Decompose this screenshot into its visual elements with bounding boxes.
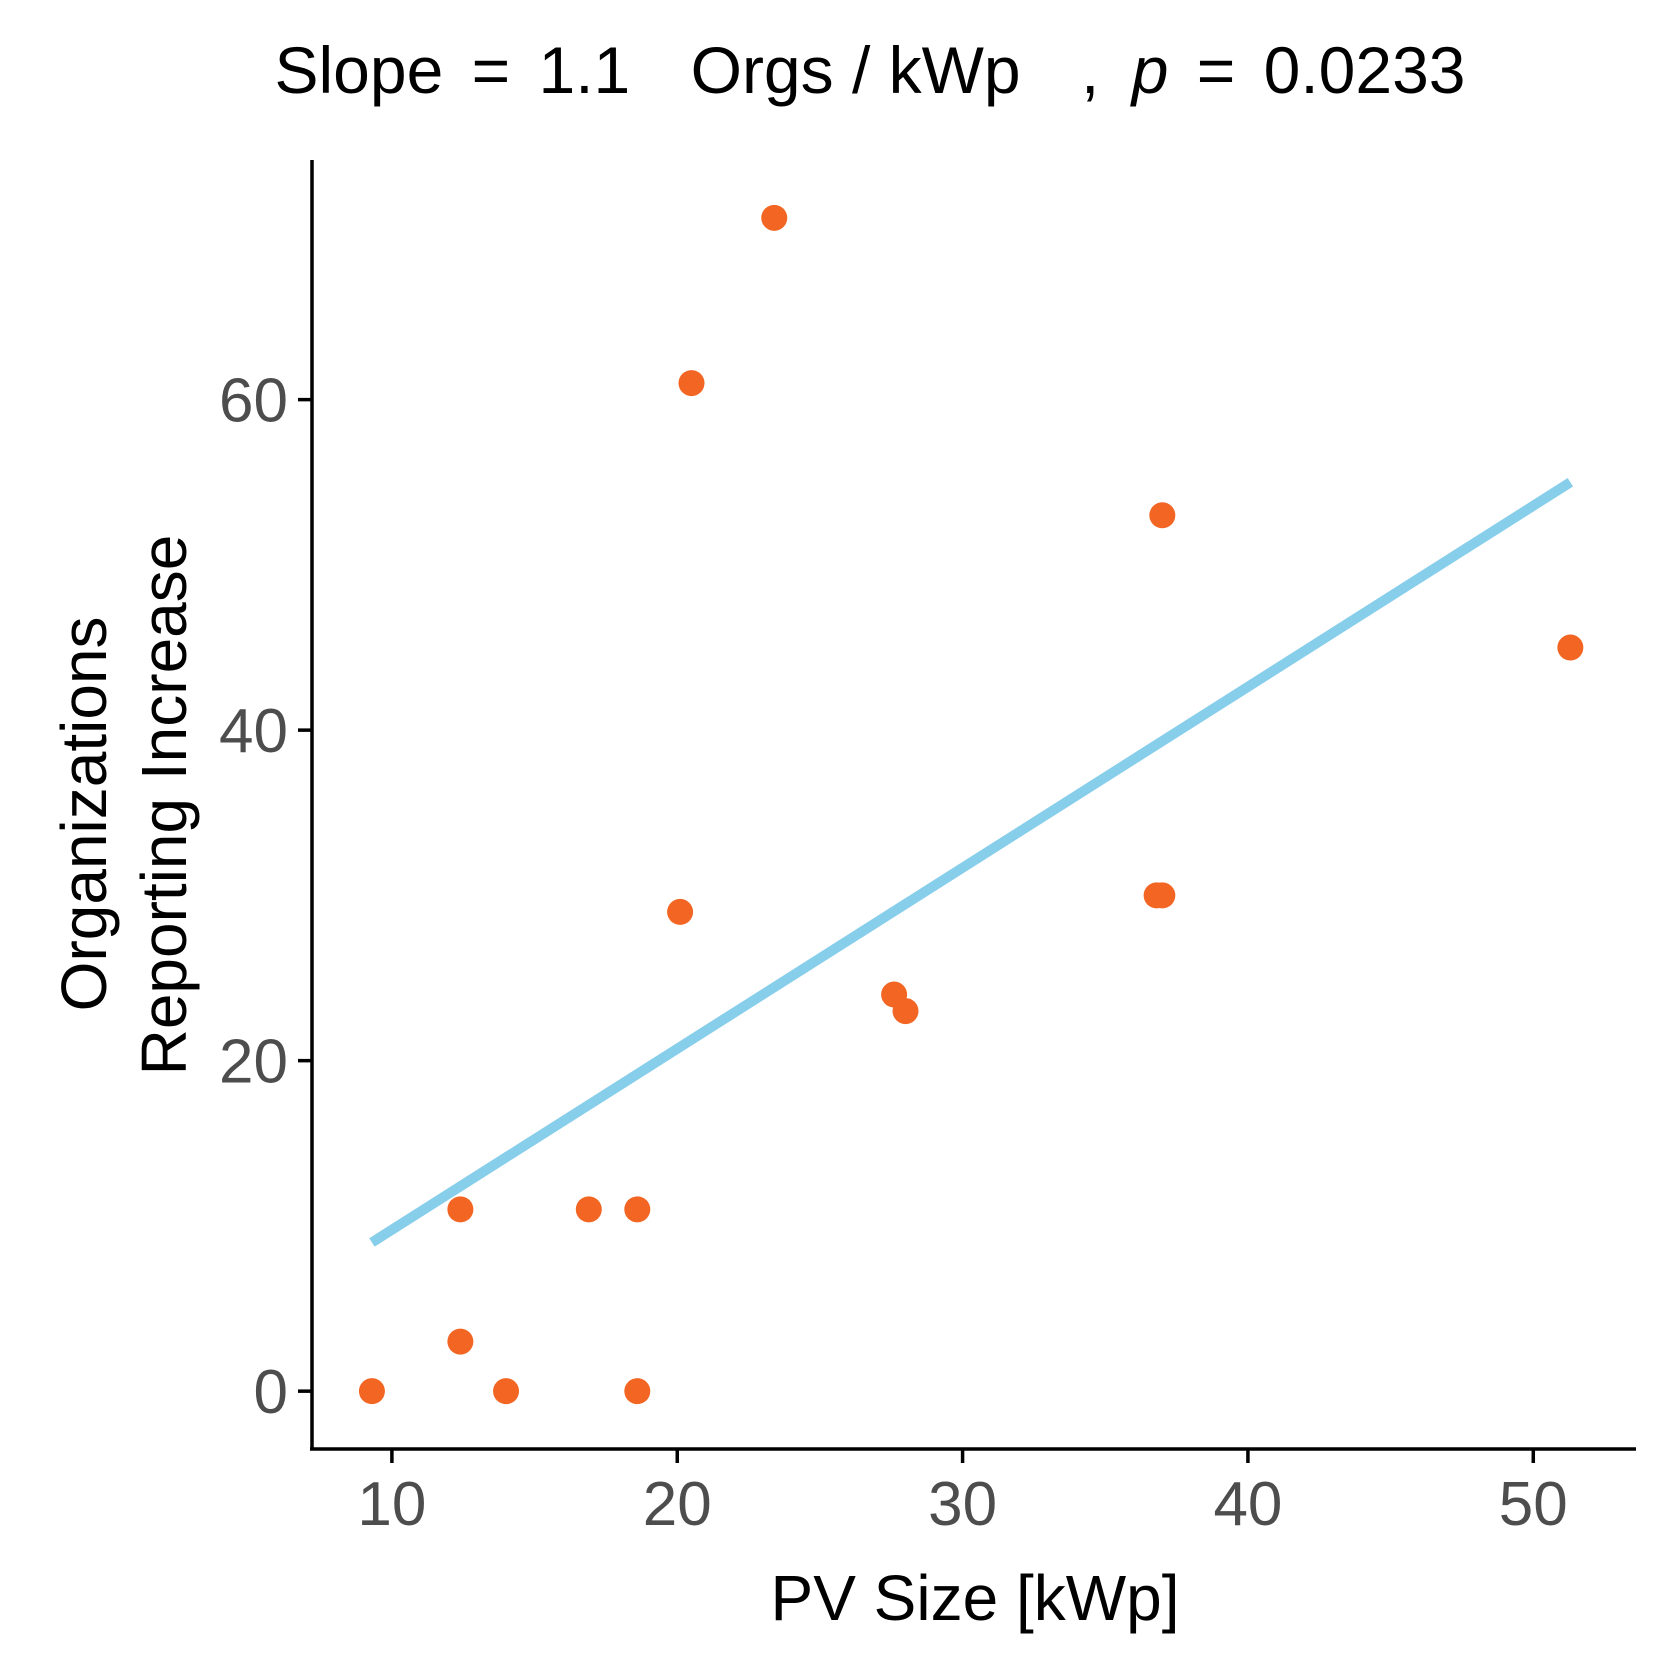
- data-point-15: [1557, 634, 1584, 661]
- data-point-13: [1149, 882, 1176, 909]
- fit-line-layer: [369, 478, 1574, 1247]
- y-axis-title: Organizations Reporting Increase: [48, 535, 200, 1076]
- y-axis-title-line-1: Organizations: [48, 616, 120, 1011]
- y-axis-ticks: 0 20 40 60: [219, 367, 312, 1427]
- data-point-8: [678, 370, 705, 397]
- title-p-label: p: [1130, 33, 1169, 107]
- data-point-0: [358, 1378, 385, 1405]
- data-point-14: [1149, 502, 1176, 529]
- title-equals-1: =: [472, 33, 511, 107]
- data-point-3: [493, 1378, 520, 1405]
- points-layer: [358, 204, 1584, 1405]
- x-tick-label-20: 20: [643, 1470, 712, 1539]
- title-equals-2: =: [1197, 33, 1236, 107]
- title-slope-value: 1.1: [539, 33, 631, 107]
- chart-title: Slope = 1.1 Orgs / kWp , p = 0.0233: [274, 33, 1465, 107]
- data-point-2: [447, 1328, 474, 1355]
- title-slope-unit: Orgs / kWp: [691, 33, 1021, 107]
- y-axis-title-line-2: Reporting Increase: [128, 535, 200, 1076]
- data-point-4: [575, 1196, 602, 1223]
- data-point-11: [892, 998, 919, 1025]
- data-point-9: [761, 204, 788, 231]
- data-point-5: [624, 1196, 651, 1223]
- x-tick-label-50: 50: [1499, 1470, 1568, 1539]
- title-slope-label: Slope: [274, 33, 443, 107]
- data-point-6: [624, 1378, 651, 1405]
- data-point-7: [667, 898, 694, 925]
- y-tick-label-40: 40: [219, 697, 288, 766]
- title-separator: ,: [1081, 33, 1099, 107]
- y-tick-label-60: 60: [219, 367, 288, 436]
- x-axis-ticks: 10 20 30 40 50: [357, 1449, 1568, 1539]
- data-point-1: [447, 1196, 474, 1223]
- x-axis-title: PV Size [kWp]: [771, 1562, 1180, 1634]
- regression-fit-line: [369, 478, 1574, 1247]
- y-tick-label-0: 0: [254, 1358, 288, 1427]
- x-tick-label-40: 40: [1213, 1470, 1282, 1539]
- title-p-value: 0.0233: [1264, 33, 1466, 107]
- x-tick-label-30: 30: [928, 1470, 997, 1539]
- x-tick-label-10: 10: [357, 1470, 426, 1539]
- y-tick-label-20: 20: [219, 1028, 288, 1097]
